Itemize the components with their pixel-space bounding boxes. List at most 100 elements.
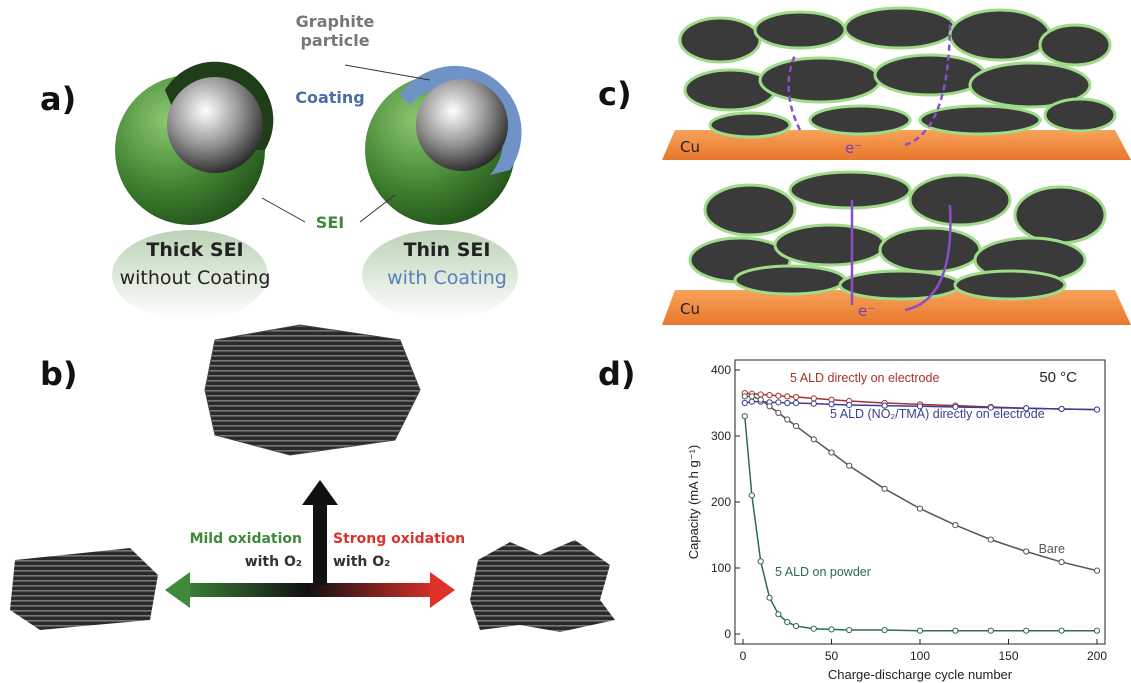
series-line bbox=[744, 416, 1097, 632]
data-point bbox=[775, 409, 782, 416]
particle bbox=[753, 10, 847, 50]
particle bbox=[678, 16, 762, 64]
flake bbox=[470, 540, 615, 632]
metal-label: Cu bbox=[680, 138, 700, 156]
graphite-sphere bbox=[167, 77, 263, 173]
electron-path bbox=[787, 54, 802, 131]
graphite-sphere bbox=[416, 79, 508, 171]
data-point bbox=[952, 403, 959, 411]
graphite-label: Graphite particle bbox=[295, 12, 375, 50]
metal-label: Cu bbox=[680, 300, 700, 318]
x-tick-label: 150 bbox=[998, 649, 1018, 663]
data-point bbox=[766, 403, 773, 410]
data-point bbox=[987, 627, 994, 634]
flake bbox=[204, 324, 421, 456]
data-point bbox=[741, 413, 748, 420]
reflection bbox=[362, 230, 518, 320]
y-tick-label: 0 bbox=[724, 627, 731, 641]
particle bbox=[788, 170, 912, 210]
x-tick-label: 0 bbox=[740, 649, 747, 663]
arrow-shaft bbox=[175, 583, 440, 597]
data-point bbox=[916, 627, 924, 634]
data-point bbox=[1058, 405, 1065, 413]
particle bbox=[918, 104, 1042, 136]
data-point bbox=[1093, 627, 1101, 634]
data-point bbox=[1023, 405, 1030, 412]
particle bbox=[708, 111, 792, 139]
data-point bbox=[766, 391, 773, 399]
x-tick-label: 200 bbox=[1087, 649, 1107, 663]
y-tick-label: 300 bbox=[711, 429, 731, 443]
arrow-head bbox=[165, 572, 190, 608]
x-tick-label: 100 bbox=[910, 649, 930, 663]
arrow-label: with O₂ bbox=[245, 554, 302, 570]
leader bbox=[359, 194, 396, 223]
particle bbox=[878, 226, 982, 274]
y-tick-label: 400 bbox=[711, 363, 731, 377]
data-point bbox=[1093, 406, 1101, 413]
data-point bbox=[881, 402, 888, 409]
particle bbox=[1013, 185, 1107, 245]
y-tick-label: 200 bbox=[711, 495, 731, 509]
arrow-label: Mild oxidation bbox=[190, 531, 302, 547]
data-point bbox=[766, 594, 773, 601]
data-point bbox=[741, 399, 748, 407]
data-point bbox=[952, 627, 959, 634]
data-point bbox=[810, 625, 817, 632]
series-label: 5 ALD (NO₂/TMA) directly on electrode bbox=[830, 407, 1045, 421]
data-point bbox=[793, 423, 800, 430]
caption: Thin SEI bbox=[404, 239, 491, 261]
data-point bbox=[881, 485, 888, 492]
data-point bbox=[881, 626, 888, 634]
data-point bbox=[987, 404, 994, 411]
leader bbox=[344, 64, 431, 81]
particle bbox=[953, 269, 1067, 301]
data-point bbox=[987, 536, 994, 543]
panel-c: c) bbox=[598, 6, 1131, 325]
arrow-shaft bbox=[313, 500, 327, 585]
arrow-label: with O₂ bbox=[333, 554, 390, 570]
y-tick-label: 100 bbox=[711, 561, 731, 575]
reflection bbox=[112, 230, 268, 320]
data-point bbox=[775, 399, 782, 406]
data-point bbox=[784, 619, 791, 626]
particle bbox=[703, 183, 797, 237]
annotation: 50 °C bbox=[1039, 369, 1077, 386]
data-point bbox=[952, 522, 959, 529]
data-point bbox=[793, 393, 800, 401]
data-point bbox=[846, 626, 853, 634]
data-point bbox=[828, 449, 835, 456]
leader bbox=[261, 197, 306, 223]
electron-path bbox=[904, 19, 952, 147]
data-point bbox=[748, 398, 755, 405]
x-axis-label: Charge-discharge cycle number bbox=[828, 667, 1013, 682]
data-point bbox=[846, 401, 853, 409]
electron-path bbox=[904, 204, 952, 312]
data-point bbox=[1058, 558, 1065, 566]
data-point bbox=[916, 505, 924, 512]
data-point bbox=[748, 492, 755, 499]
data-point bbox=[810, 400, 817, 407]
data-point bbox=[793, 399, 800, 407]
panel-b: b) Mild oxidation with O₂ Strong oxidati… bbox=[10, 324, 615, 632]
label-box: Graphite particle bbox=[295, 12, 375, 50]
panel-label: a) bbox=[40, 80, 76, 118]
panel-c-overlay: Cu e⁻ Cu e⁻ bbox=[680, 19, 952, 320]
data-point bbox=[1093, 567, 1101, 574]
particle bbox=[733, 264, 847, 296]
panel-label: b) bbox=[40, 355, 78, 393]
data-point bbox=[775, 611, 782, 618]
panel-d: d) 0 100 200 300 400 0 50 100 150 200 Charge-disch… bbox=[598, 355, 1107, 682]
data-point bbox=[1058, 627, 1065, 634]
caption: without Coating bbox=[120, 267, 271, 289]
data-point bbox=[793, 622, 800, 630]
data-point bbox=[1023, 627, 1030, 634]
particle bbox=[758, 56, 882, 104]
x-tick-label: 50 bbox=[825, 649, 839, 663]
caption: Thick SEI bbox=[146, 239, 243, 261]
particle bbox=[773, 223, 887, 267]
caption: with Coating bbox=[387, 267, 507, 289]
data-point bbox=[784, 416, 791, 423]
data-point bbox=[757, 396, 764, 403]
